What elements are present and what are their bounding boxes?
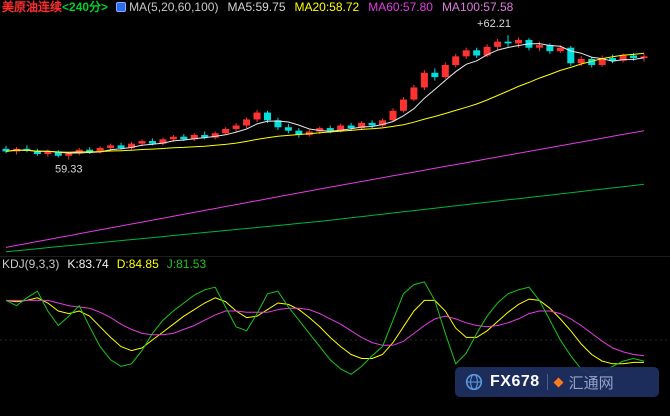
ma60-value: MA60:57.80 <box>368 0 433 14</box>
huitong-logo-icon <box>553 377 564 387</box>
ma-settings-label: MA(5,20,60,100) <box>129 0 219 14</box>
low-price-annotation: 59.33 <box>55 164 83 176</box>
chart-header: 美原油连续 <240分> MA(5,20,60,100) MA5:59.75 M… <box>2 0 668 14</box>
kdj-label: KDJ(9,3,3) <box>2 256 60 271</box>
kdj-header: KDJ(9,3,3) K:83.74 D:84.85 J:81.53 <box>0 256 670 271</box>
kdj-k-value: K:83.74 <box>67 256 109 271</box>
period-label: <240分> <box>62 0 109 14</box>
kdj-chart[interactable] <box>0 270 670 410</box>
ma100-value: MA100:57.58 <box>441 0 514 14</box>
symbol-name: 美原油连续 <box>2 0 63 14</box>
watermark-divider <box>546 374 548 390</box>
ma5-value: MA5:59.75 <box>227 0 286 14</box>
main-price-chart[interactable]: 59.33 +62.21 <box>0 14 670 256</box>
kdj-d-value: D:84.85 <box>116 256 159 271</box>
ma20-value: MA20:58.72 <box>294 0 360 14</box>
watermark-brand: FX678 <box>490 373 540 390</box>
globe-icon <box>465 373 483 391</box>
indicator-icon <box>116 2 127 12</box>
kdj-j-value: J:81.53 <box>166 256 207 271</box>
high-price-annotation: +62.21 <box>477 18 511 30</box>
watermark-site: 汇通网 <box>568 374 614 392</box>
watermark: FX678 汇通网 <box>455 367 659 397</box>
